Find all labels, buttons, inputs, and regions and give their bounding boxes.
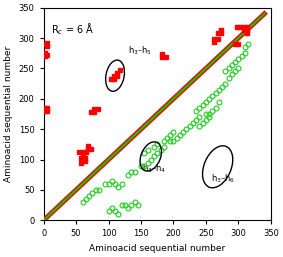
Y-axis label: Aminoacid sequential number: Aminoacid sequential number [4,46,13,182]
Text: h$_3$–h$_5$: h$_3$–h$_5$ [128,45,152,58]
X-axis label: Aminoacid sequential number: Aminoacid sequential number [89,244,225,253]
Text: R$_c$ = 6 Å: R$_c$ = 6 Å [52,21,95,37]
Text: h$_3$–h$_6$: h$_3$–h$_6$ [211,172,235,185]
Text: h$_3$–h$_4$: h$_3$–h$_4$ [142,162,167,175]
